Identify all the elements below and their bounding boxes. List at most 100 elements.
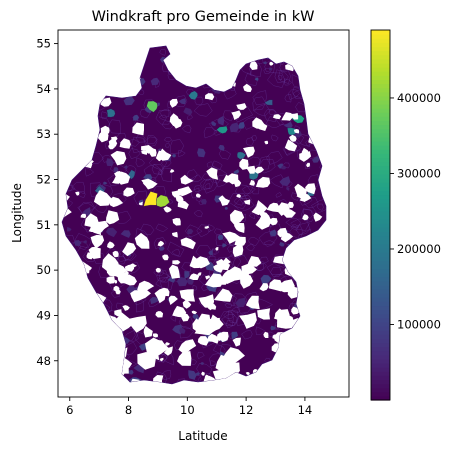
colorbar-band <box>371 281 390 286</box>
colorbar-tick-label: 400000 <box>397 91 441 105</box>
colorbar-band <box>371 347 390 352</box>
colorbar-band <box>371 55 390 60</box>
colorbar-band <box>371 100 390 105</box>
colorbar-band <box>371 104 390 109</box>
colorbar-band <box>371 231 390 236</box>
colorbar-band <box>371 137 390 142</box>
colorbar-band <box>371 30 390 35</box>
x-tick-label: 10 <box>180 403 195 417</box>
colorbar-band <box>371 236 390 241</box>
colorbar-band <box>371 322 390 327</box>
colorbar-band <box>371 227 390 232</box>
colorbar-band <box>371 120 390 125</box>
colorbar-band <box>371 334 390 339</box>
y-tick-label: 54 <box>36 82 51 96</box>
colorbar-band <box>371 75 390 80</box>
colorbar-band <box>371 145 390 150</box>
colorbar-band <box>371 182 390 187</box>
x-tick-label: 14 <box>298 403 313 417</box>
colorbar-band <box>371 153 390 158</box>
colorbar-band <box>371 248 390 253</box>
colorbar-band <box>371 392 390 397</box>
colorbar-tick-label: 300000 <box>397 166 441 180</box>
colorbar-band <box>371 96 390 101</box>
colorbar-band <box>371 223 390 228</box>
colorbar-band <box>371 355 390 360</box>
colorbar-band <box>371 178 390 183</box>
colorbar-band <box>371 301 390 306</box>
y-tick-label: 48 <box>36 354 51 368</box>
colorbar-band <box>371 34 390 39</box>
colorbar-band <box>371 67 390 72</box>
colorbar-band <box>371 129 390 134</box>
colorbar-band <box>371 149 390 154</box>
y-tick-label: 50 <box>36 263 51 277</box>
colorbar-band <box>371 125 390 130</box>
colorbar-band <box>371 199 390 204</box>
y-tick-label: 55 <box>36 37 51 51</box>
y-axis-label: Longitude <box>10 183 24 243</box>
colorbar-band <box>371 371 390 376</box>
colorbar-band <box>371 203 390 208</box>
colorbar-band <box>371 273 390 278</box>
colorbar-band <box>371 305 390 310</box>
colorbar-band <box>371 330 390 335</box>
colorbar-band <box>371 342 390 347</box>
colorbar-band <box>371 367 390 372</box>
colorbar-band <box>371 310 390 315</box>
colorbar-band <box>371 277 390 282</box>
x-axis-label: Latitude <box>178 429 227 443</box>
colorbar-band <box>371 268 390 273</box>
colorbar-band <box>371 264 390 269</box>
x-tick-label: 6 <box>66 403 73 417</box>
colorbar-band <box>371 112 390 117</box>
x-tick-label: 12 <box>239 403 254 417</box>
colorbar-band <box>371 384 390 389</box>
y-tick-label: 49 <box>36 308 51 322</box>
colorbar-band <box>371 83 390 88</box>
colorbar-band <box>371 260 390 265</box>
colorbar-band <box>371 38 390 43</box>
colorbar-band <box>371 207 390 212</box>
colorbar-band <box>371 46 390 51</box>
colorbar-band <box>371 71 390 76</box>
y-tick-label: 51 <box>36 218 51 232</box>
colorbar-band <box>371 297 390 302</box>
colorbar-band <box>371 293 390 298</box>
colorbar-band <box>371 157 390 162</box>
colorbar-tick-label: 100000 <box>397 317 441 331</box>
colorbar-band <box>371 116 390 121</box>
colorbar-band <box>371 338 390 343</box>
colorbar-band <box>371 174 390 179</box>
colorbar-band <box>371 240 390 245</box>
colorbar-band <box>371 375 390 380</box>
colorbar-tick-label: 200000 <box>397 242 441 256</box>
colorbar-band <box>371 379 390 384</box>
colorbar-band <box>371 326 390 331</box>
colorbar-band <box>371 244 390 249</box>
colorbar-band <box>371 211 390 216</box>
y-tick-label: 53 <box>36 127 51 141</box>
colorbar-band <box>371 190 390 195</box>
colorbar-band <box>371 252 390 257</box>
colorbar-band <box>371 318 390 323</box>
x-tick-label: 8 <box>125 403 132 417</box>
colorbar-band <box>371 215 390 220</box>
y-tick-label: 52 <box>36 173 51 187</box>
colorbar-band <box>371 42 390 47</box>
colorbar-gradient <box>371 30 390 401</box>
colorbar-band <box>371 219 390 224</box>
colorbar-band <box>371 285 390 290</box>
colorbar-band <box>371 363 390 368</box>
colorbar-band <box>371 289 390 294</box>
colorbar-band <box>371 314 390 319</box>
chart-title: Windkraft pro Gemeinde in kW <box>92 9 315 25</box>
colorbar-band <box>371 79 390 84</box>
colorbar-band <box>371 141 390 146</box>
colorbar-band <box>371 388 390 393</box>
colorbar-band <box>371 186 390 191</box>
colorbar-band <box>371 51 390 56</box>
colorbar-band <box>371 256 390 261</box>
